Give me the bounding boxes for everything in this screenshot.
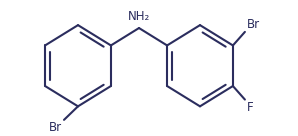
Text: Br: Br bbox=[49, 121, 62, 134]
Text: NH₂: NH₂ bbox=[128, 10, 150, 23]
Text: F: F bbox=[247, 101, 254, 114]
Text: Br: Br bbox=[247, 18, 260, 31]
